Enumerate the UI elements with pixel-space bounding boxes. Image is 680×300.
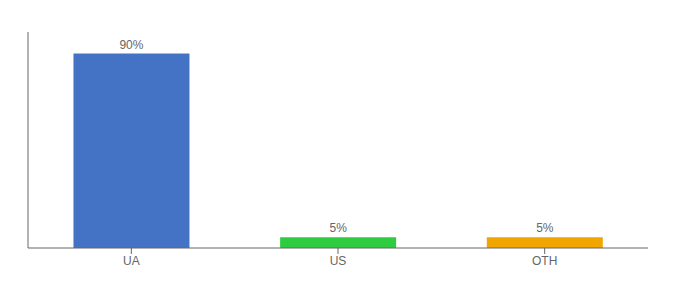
svg-text:US: US <box>330 254 347 268</box>
svg-text:5%: 5% <box>536 221 554 235</box>
svg-text:90%: 90% <box>119 38 143 52</box>
svg-text:UA: UA <box>123 254 140 268</box>
svg-text:OTH: OTH <box>532 254 557 268</box>
svg-text:5%: 5% <box>329 221 347 235</box>
